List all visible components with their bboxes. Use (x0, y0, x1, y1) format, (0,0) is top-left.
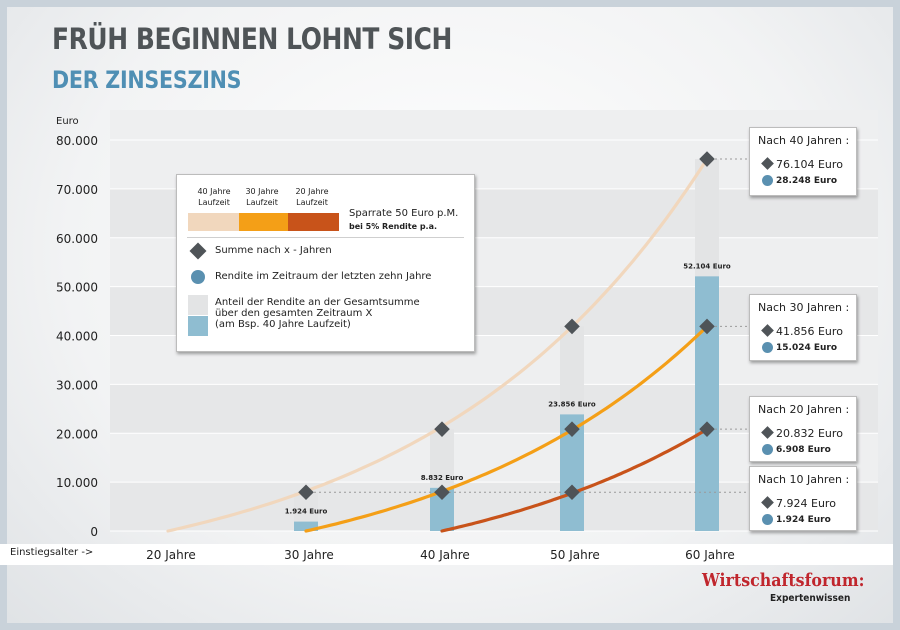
callout-30-years: Nach 30 Jahren : 41.856 Euro 15.024 Euro (749, 294, 857, 361)
legend-label-30: 30 Jahre Laufzeit (245, 187, 279, 207)
callout-40-years: Nach 40 Jahren : 76.104 Euro 28.248 Euro (749, 127, 857, 196)
legend-bar-text: Anteil der Rendite an der Gesamtsumme üb… (215, 297, 420, 330)
callout-heading: Nach 20 Jahren : (758, 403, 850, 416)
x-axis-band (0, 544, 893, 565)
legend-label-20: 20 Jahre Laufzeit (295, 187, 329, 207)
callout-return: 28.248 Euro (776, 176, 838, 186)
dot-icon (762, 444, 773, 455)
y-tick-label: 60.000 (56, 232, 98, 246)
callout-heading: Nach 10 Jahren : (758, 473, 850, 486)
legend-rate-line2: bei 5% Rendite p.a. (349, 222, 438, 231)
x-tick-label: 20 Jahre (146, 548, 196, 562)
data-point-diamond (699, 151, 715, 167)
y-tick-label: 20.000 (56, 427, 98, 441)
return-bar-label: 52.104 Euro (683, 262, 731, 270)
y-tick-label: 40.000 (56, 330, 98, 344)
callout-heading: Nach 30 Jahren : (758, 301, 850, 314)
page-subtitle: DER ZINSESZINS (52, 66, 242, 94)
callout-return: 1.924 Euro (776, 515, 831, 525)
return-bar-label: 23.856 Euro (548, 400, 596, 408)
callout-heading: Nach 40 Jahren : (758, 134, 850, 147)
dot-icon (762, 514, 773, 525)
y-tick-label: 10.000 (56, 476, 98, 490)
legend-swatch-20 (288, 213, 339, 231)
return-bar (294, 521, 318, 531)
y-axis-unit: Euro (56, 116, 79, 127)
legend-dot-text: Rendite im Zeitraum der letzten zehn Jah… (215, 271, 432, 282)
x-tick-label: 50 Jahre (550, 548, 600, 562)
x-tick-label: 40 Jahre (420, 548, 470, 562)
legend-box: 40 Jahre Laufzeit 30 Jahre Laufzeit 20 J… (176, 174, 475, 352)
callout-return: 15.024 Euro (776, 343, 838, 353)
legend-separator (187, 237, 464, 238)
dot-icon (191, 270, 205, 284)
callout-10-years: Nach 10 Jahren : 7.924 Euro 1.924 Euro (749, 466, 857, 531)
callout-return: 6.908 Euro (776, 445, 831, 455)
return-bar-label: 8.832 Euro (421, 474, 464, 482)
x-tick-label: 30 Jahre (284, 548, 334, 562)
legend-swatch-40 (188, 213, 239, 231)
legend-swatch-30 (239, 213, 288, 231)
callout-sum: 41.856 Euro (776, 325, 843, 338)
y-tick-label: 50.000 (56, 281, 98, 295)
dot-icon (762, 342, 773, 353)
legend-rate-line1: Sparrate 50 Euro p.M. (349, 208, 459, 219)
x-axis-prefix: Einstiegsalter -> (10, 547, 94, 558)
legend-diamond-text: Summe nach x - Jahren (215, 245, 332, 256)
return-bar-swatch (188, 316, 208, 336)
return-bar-label: 1.924 Euro (285, 508, 328, 516)
page-title: FRÜH BEGINNEN LOHNT SICH (52, 22, 452, 56)
callout-sum: 76.104 Euro (776, 158, 843, 171)
dot-icon (762, 175, 773, 186)
y-tick-label: 80.000 (56, 134, 98, 148)
logo-tagline: Expertenwissen (770, 593, 851, 604)
y-tick-label: 30.000 (56, 378, 98, 392)
callout-sum: 7.924 Euro (776, 497, 836, 510)
total-bar-swatch (188, 295, 208, 315)
legend-label-40: 40 Jahre Laufzeit (197, 187, 231, 207)
logo-name: Wirtschaftsforum: (702, 570, 865, 591)
callout-sum: 20.832 Euro (776, 427, 843, 440)
y-tick-label: 0 (90, 525, 98, 539)
series-line (304, 324, 709, 533)
y-tick-label: 70.000 (56, 183, 98, 197)
callout-20-years: Nach 20 Jahren : 20.832 Euro 6.908 Euro (749, 396, 857, 462)
x-tick-label: 60 Jahre (685, 548, 735, 562)
